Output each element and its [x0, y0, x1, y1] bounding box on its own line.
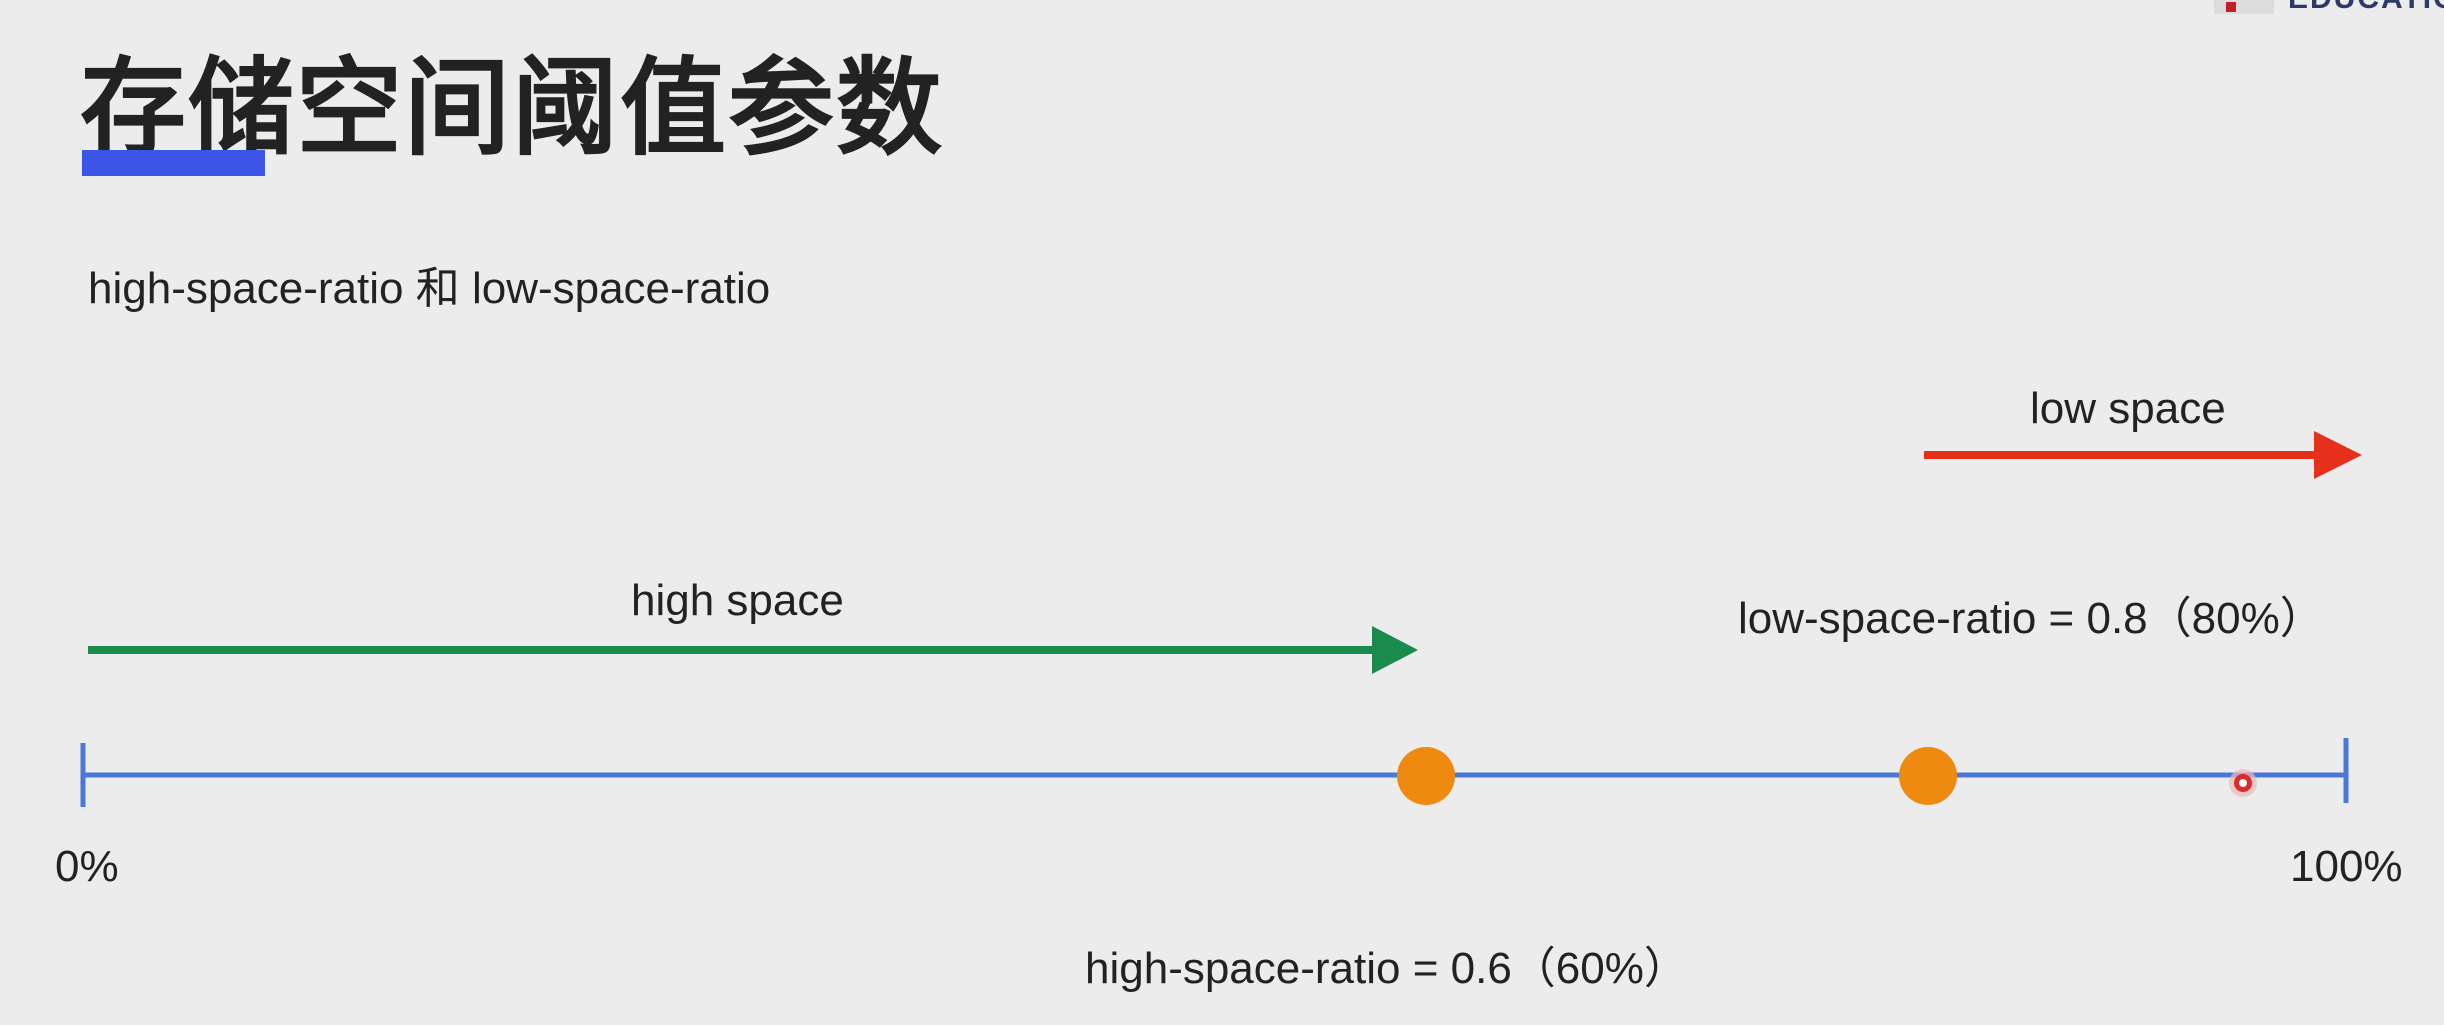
title-underline — [82, 150, 265, 176]
low-space-ratio-label: low-space-ratio = 0.8（80%） — [1738, 594, 2324, 643]
education-logo: EDUCATION — [2214, 0, 2444, 22]
low-space-ratio-marker — [1899, 747, 1957, 805]
high-space-arrow — [88, 626, 1418, 674]
low-space-arrow — [1924, 431, 2362, 479]
high-space-label: high space — [631, 576, 844, 625]
low-space-label: low space — [2030, 384, 2226, 433]
scale-end-label: 100% — [2290, 842, 2403, 891]
high-space-ratio-label: high-space-ratio = 0.6（60%） — [1085, 944, 1688, 993]
cursor-dot — [2229, 769, 2257, 797]
scale-start-label: 0% — [55, 842, 119, 891]
high-space-ratio-marker — [1397, 747, 1455, 805]
logo-text: EDUCATION — [2288, 0, 2444, 16]
percentage-scale-line — [80, 738, 2349, 807]
page-title: 存储空间阈值参数 — [80, 47, 944, 170]
logo-mark-icon — [2214, 0, 2274, 14]
subtitle: high-space-ratio 和 low-space-ratio — [88, 264, 771, 313]
